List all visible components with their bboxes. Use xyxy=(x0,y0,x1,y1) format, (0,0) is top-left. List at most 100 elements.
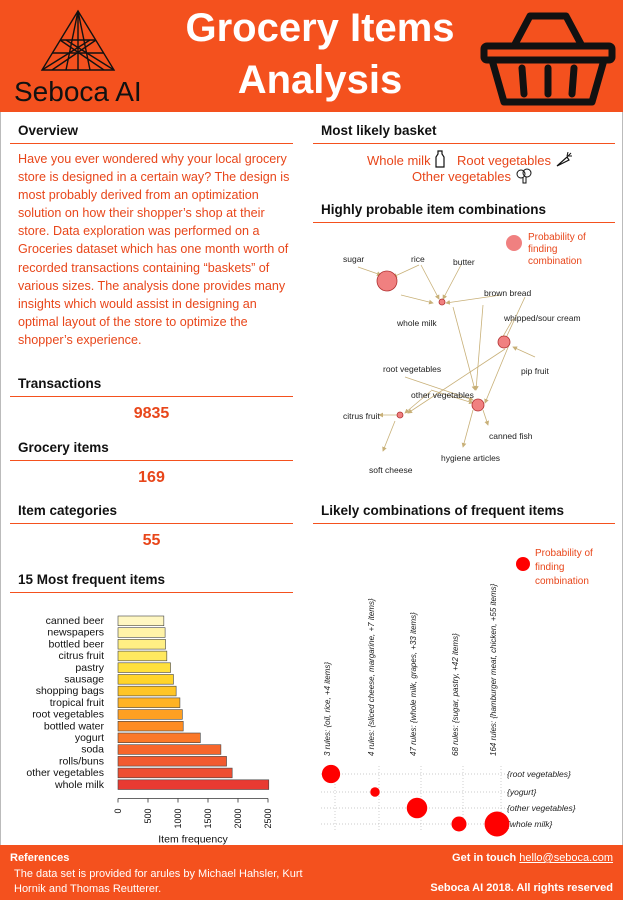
item-categories-value: 55 xyxy=(142,532,161,549)
network-legend-marker xyxy=(506,235,522,251)
bubble-legend-text: Probability of xyxy=(535,548,593,559)
frequent-items-heading: 15 Most frequent items xyxy=(18,572,166,587)
network-node xyxy=(396,411,404,419)
bubble-legend-text: combination xyxy=(535,576,589,587)
milk-bottle-icon xyxy=(435,150,445,168)
header-banner: Seboca AI Grocery Items Analysis xyxy=(0,0,623,112)
column-label: 68 rules: {sugar, pastry, +42 items} xyxy=(451,633,460,756)
network-node xyxy=(497,335,511,349)
column-label: 3 rules: {oil, rice, +4 items} xyxy=(323,662,332,756)
bar-label: citrus fruit xyxy=(58,650,104,662)
node-label-sugar: sugar xyxy=(343,254,364,264)
contact-label: Get in touch xyxy=(452,852,517,864)
column-label: 47 rules: {whole milk, grapes, +33 items… xyxy=(409,612,418,756)
basket-heading: Most likely basket xyxy=(321,123,437,138)
bubble-legend-text: finding xyxy=(535,562,564,573)
divider xyxy=(313,523,615,524)
network-legend-line-1: Probability of xyxy=(528,232,586,243)
node-label-citrus-fruit: citrus fruit xyxy=(343,411,380,421)
bar-label: whole milk xyxy=(54,779,105,791)
node-label-canned-fish: canned fish xyxy=(489,431,533,441)
basket-row-2: Other vegetables xyxy=(412,168,533,184)
x-tick-label: 2000 xyxy=(233,809,243,829)
bar-label: shopping bags xyxy=(36,685,104,697)
item-categories-heading: Item categories xyxy=(18,503,118,518)
divider xyxy=(10,592,293,593)
row-label: {yogurt} xyxy=(507,787,536,797)
bar xyxy=(117,709,183,720)
divider xyxy=(313,143,615,144)
node-label-pip-fruit: pip fruit xyxy=(521,366,550,376)
grocery-items-value: 169 xyxy=(138,469,165,486)
bar-label: tropical fruit xyxy=(50,697,104,709)
x-tick-label: 1500 xyxy=(203,809,213,829)
triangle-mesh-logo-icon xyxy=(40,9,116,71)
row-label: {whole milk} xyxy=(507,819,553,829)
row-label: {other vegetables} xyxy=(507,803,576,813)
bar-label: pastry xyxy=(75,662,104,674)
bar-label: other vegetables xyxy=(26,767,104,779)
divider xyxy=(10,396,293,397)
bubble xyxy=(370,787,380,797)
bar-label: canned beer xyxy=(46,615,105,627)
bar xyxy=(117,639,166,650)
bar xyxy=(117,662,171,673)
bar-label: soda xyxy=(81,744,104,756)
item-network-graph: Probability of finding combination sugar… xyxy=(343,232,586,475)
x-tick-label: 2500 xyxy=(263,809,273,829)
overview-text: Have you ever wondered why your local gr… xyxy=(18,152,290,347)
bar-label: bottled beer xyxy=(49,638,105,650)
basket-item: Whole milk xyxy=(367,153,431,168)
bar xyxy=(117,779,270,790)
node-label-hygiene-articles: hygiene articles xyxy=(441,453,500,463)
network-node xyxy=(376,270,398,292)
bar xyxy=(117,721,184,732)
divider xyxy=(313,222,615,223)
bar xyxy=(117,685,177,697)
transactions-value: 9835 xyxy=(133,405,170,422)
node-label-brown-bread: brown bread xyxy=(484,288,532,298)
contact-email-link[interactable]: hello@seboca.com xyxy=(519,852,613,864)
brand-name: Seboca AI xyxy=(14,76,142,107)
grouped-heading: Likely combinations of frequent items xyxy=(321,503,565,518)
references-heading: References xyxy=(10,852,70,864)
bar xyxy=(117,697,181,708)
x-axis-label: Item frequency xyxy=(158,834,228,846)
column-label: 4 rules: {sliced cheese, margarine, +7 i… xyxy=(367,598,376,756)
basket-row-1: Whole milk Root vegetables xyxy=(367,150,573,168)
network-legend-line-3: combination xyxy=(528,256,582,267)
grocery-items-heading: Grocery items xyxy=(18,440,109,455)
transactions-heading: Transactions xyxy=(18,376,102,391)
grouped-matrix-chart: 3 rules: {oil, rice, +4 items} 4 rules: {… xyxy=(321,548,593,837)
x-tick-label: 1000 xyxy=(173,809,183,829)
bubble xyxy=(451,816,467,832)
node-label-whipped-sour-cream: whipped/sour cream xyxy=(503,313,581,323)
x-tick-label: 500 xyxy=(143,809,153,824)
node-label-butter: butter xyxy=(453,257,475,267)
bar xyxy=(117,756,227,767)
bubble xyxy=(406,797,428,819)
page-title: Grocery Items Analysis xyxy=(160,2,480,106)
bar xyxy=(117,732,201,743)
footer: References The data set is provided for … xyxy=(0,845,623,900)
bar xyxy=(117,650,168,662)
basket-item: Root vegetables xyxy=(457,153,551,168)
network-legend-line-2: finding xyxy=(528,244,557,255)
bar-label: sausage xyxy=(64,674,104,686)
bar-label: bottled water xyxy=(44,720,105,732)
node-label-rice: rice xyxy=(411,254,425,264)
bar xyxy=(117,627,166,638)
bar-label: root vegetables xyxy=(32,709,104,721)
divider xyxy=(10,143,293,144)
overview-heading: Overview xyxy=(18,123,79,138)
title-line-1: Grocery Items xyxy=(185,6,455,50)
node-label-root-vegetables: root vegetables xyxy=(383,364,441,374)
node-label-soft-cheese: soft cheese xyxy=(369,465,413,475)
copyright: Seboca AI 2018. All rights reserved xyxy=(430,882,613,894)
bar xyxy=(117,767,233,779)
bubble xyxy=(321,764,341,784)
bar-label: newspapers xyxy=(47,627,104,639)
column-label: 164 rules: {hamburger meat, chicken, +55… xyxy=(489,583,498,756)
shopping-basket-icon xyxy=(480,12,616,106)
title-line-2: Analysis xyxy=(237,58,403,102)
